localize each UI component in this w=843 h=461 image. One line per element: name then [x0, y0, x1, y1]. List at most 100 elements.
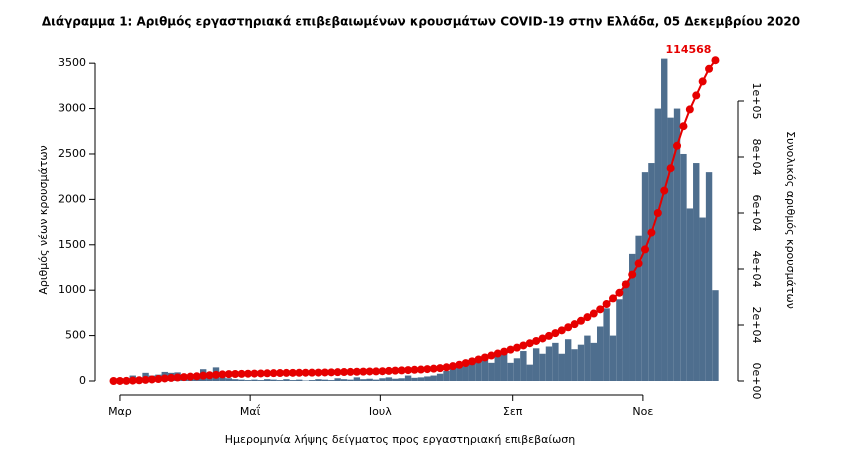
- x-tick-label: Σεπ: [503, 405, 523, 418]
- cumulative-point: [314, 368, 323, 377]
- cumulative-point: [109, 377, 118, 385]
- cumulative-point: [160, 374, 169, 383]
- cumulative-point: [237, 369, 246, 378]
- cumulative-point: [256, 369, 265, 378]
- bar: [712, 290, 719, 381]
- cumulative-point: [333, 368, 342, 377]
- bar: [430, 375, 437, 381]
- bar: [372, 379, 380, 381]
- cumulative-point: [589, 309, 598, 318]
- cumulative-point: [282, 368, 291, 377]
- cumulative-point: [404, 366, 413, 375]
- bar: [596, 326, 604, 381]
- y2-tick-label: 2e+04: [750, 307, 763, 344]
- cumulative-point: [705, 64, 714, 73]
- bar: [219, 377, 226, 381]
- bar: [520, 351, 527, 381]
- cumulative-point: [128, 376, 137, 385]
- bar: [622, 281, 630, 381]
- bar: [315, 379, 322, 381]
- bar: [648, 163, 655, 381]
- cumulative-point: [653, 209, 662, 217]
- bar: [680, 153, 687, 381]
- bar: [232, 379, 239, 381]
- bar: [532, 348, 540, 381]
- cumulative-point: [263, 369, 272, 378]
- bar: [693, 163, 700, 381]
- cumulative-point: [493, 349, 502, 358]
- cumulative-point: [384, 366, 393, 375]
- bar: [417, 377, 425, 381]
- y2-tick-label: 1e+05: [750, 83, 763, 120]
- bar: [392, 378, 399, 381]
- cumulative-point: [288, 368, 297, 377]
- cumulative-point: [647, 228, 656, 237]
- bar: [385, 377, 393, 381]
- cumulative-point: [538, 334, 547, 343]
- y2-tick-label: 8e+04: [750, 139, 763, 176]
- cumulative-point: [525, 339, 534, 348]
- cumulative-point: [365, 367, 374, 376]
- bar: [686, 208, 694, 381]
- y-axis-label: Αριθμός νέων κρουσμάτων: [37, 145, 50, 294]
- bar: [360, 379, 367, 381]
- bar: [629, 253, 636, 381]
- bar: [366, 378, 373, 381]
- bar: [571, 349, 578, 381]
- bar: [635, 235, 642, 381]
- bar: [526, 364, 533, 381]
- cumulative-point: [544, 331, 553, 340]
- cumulative-point: [199, 371, 208, 380]
- x-tick-label: Μαρ: [108, 405, 132, 418]
- cumulative-point: [641, 245, 650, 254]
- cumulative-point: [551, 329, 560, 338]
- bar: [641, 172, 649, 381]
- bar: [539, 353, 546, 381]
- y-tick-label: 2500: [58, 147, 86, 160]
- y-tick-label: 1000: [58, 283, 86, 296]
- cumulative-point: [634, 259, 643, 268]
- bar: [251, 379, 258, 381]
- cumulative-point: [628, 270, 637, 279]
- bar: [705, 172, 713, 381]
- y-tick-label: 1500: [58, 238, 86, 251]
- cumulative-point: [448, 362, 457, 371]
- cumulative-point: [410, 365, 419, 374]
- bar: [616, 299, 623, 381]
- cumulative-point: [442, 363, 451, 372]
- bar: [257, 380, 265, 381]
- bar: [500, 353, 508, 381]
- bar: [577, 344, 585, 381]
- cumulative-point: [532, 336, 541, 345]
- y-tick-label: 500: [65, 329, 86, 342]
- bar: [654, 108, 662, 381]
- cumulative-point: [211, 370, 220, 379]
- cumulative-point: [250, 369, 259, 378]
- bar: [481, 356, 489, 381]
- cumulative-point: [122, 376, 131, 385]
- bar: [334, 378, 341, 381]
- bar: [244, 380, 252, 381]
- y-tick-label: 3500: [58, 56, 86, 69]
- cumulative-point: [692, 91, 701, 100]
- cumulative-point: [397, 366, 406, 375]
- x-tick-label: Νοε: [632, 405, 653, 418]
- cumulative-point: [423, 365, 432, 374]
- bar: [289, 380, 297, 381]
- cumulative-point: [436, 364, 445, 373]
- cumulative-point: [564, 323, 573, 332]
- y2-tick-label: 0e+00: [750, 363, 763, 400]
- cumulative-point: [698, 77, 707, 86]
- bar: [456, 362, 463, 381]
- cumulative-point: [327, 368, 336, 377]
- bar: [276, 380, 284, 381]
- cumulative-point: [506, 345, 515, 354]
- cumulative-point: [186, 372, 195, 381]
- cumulative-point: [468, 357, 477, 366]
- cumulative-point: [487, 351, 496, 360]
- bar: [673, 108, 681, 381]
- cumulative-point: [480, 353, 489, 362]
- bar: [590, 342, 597, 381]
- x-tick-label: Ιουλ: [369, 405, 392, 418]
- bar: [436, 373, 444, 381]
